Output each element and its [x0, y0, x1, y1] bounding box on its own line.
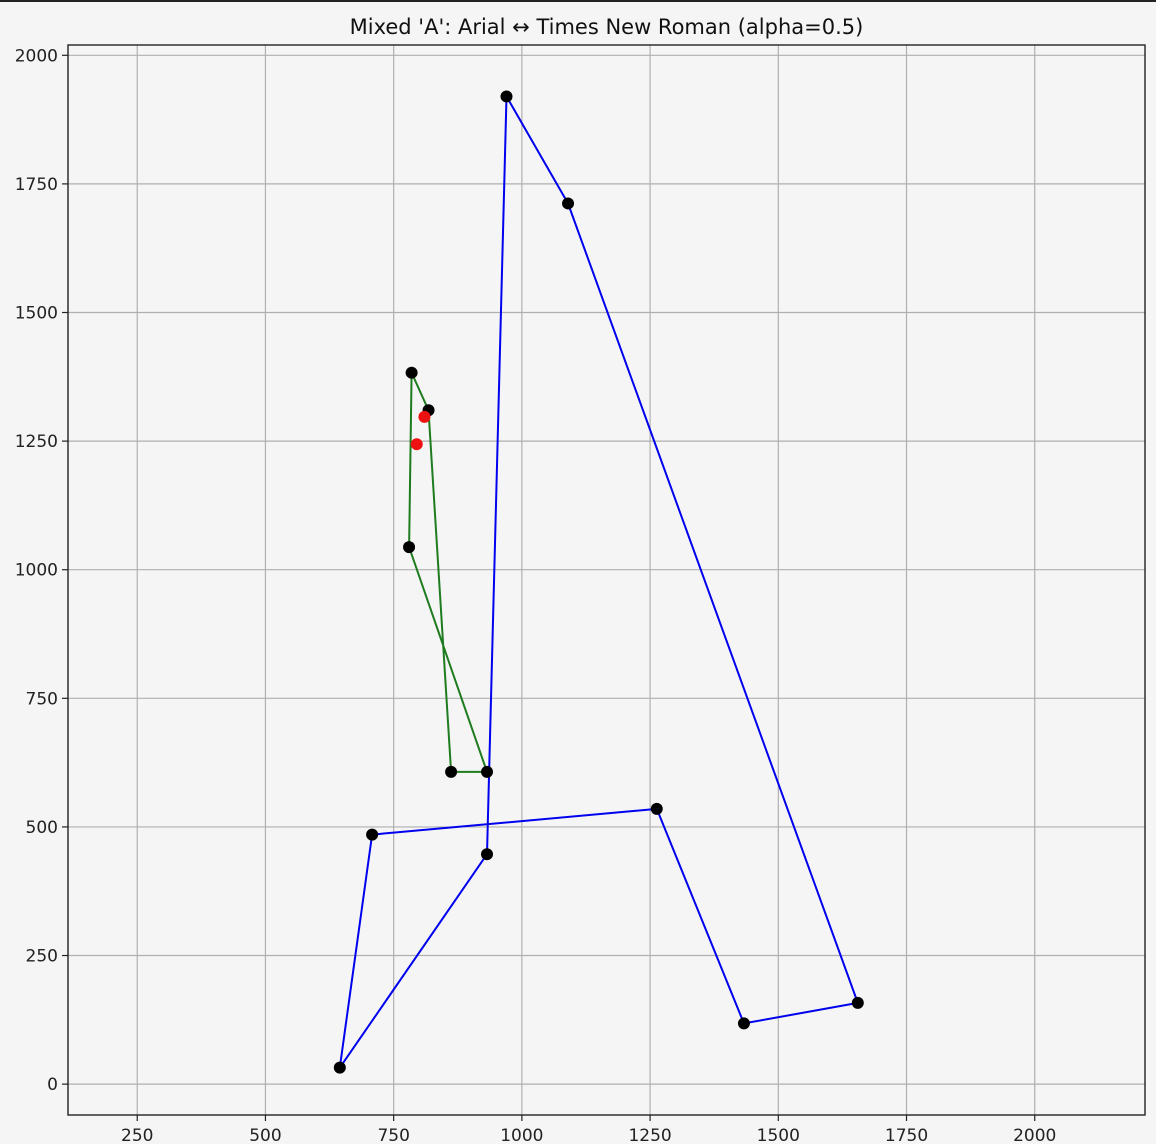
y-tick-label: 1500: [15, 304, 58, 324]
series-1-point: [481, 848, 494, 861]
y-tick-label: 500: [26, 818, 58, 838]
x-tick-label: 500: [249, 1126, 281, 1144]
x-tick-label: 1750: [885, 1126, 928, 1144]
x-tick-label: 1500: [757, 1126, 800, 1144]
plot-area: [68, 45, 1145, 1115]
y-tick-label: 1000: [15, 561, 58, 581]
series-1-point: [650, 802, 663, 815]
red-point: [410, 438, 423, 451]
red-point: [418, 410, 431, 423]
x-tick-label: 750: [377, 1126, 409, 1144]
x-tick-label: 250: [121, 1126, 153, 1144]
series-2-point: [481, 765, 494, 778]
y-tick-label: 2000: [15, 46, 58, 66]
x-tick-label: 1000: [500, 1126, 543, 1144]
window-top-border: [0, 0, 1156, 2]
series-1-point: [562, 197, 575, 210]
y-tick-label: 0: [47, 1075, 58, 1095]
series-line-2: [408, 372, 488, 773]
series-1-point: [500, 90, 513, 103]
series-1-point: [366, 828, 379, 841]
y-tick-label: 750: [26, 689, 58, 709]
x-tick-label: 2000: [1013, 1126, 1056, 1144]
series-2-point: [445, 765, 458, 778]
series-2-point: [405, 366, 418, 379]
series-1-point: [333, 1061, 346, 1074]
plot-frame: [67, 44, 1146, 1116]
series-1-point: [737, 1017, 750, 1030]
x-axis: 250 500 750 1000 1250 1500 1750 2000: [121, 1115, 1056, 1144]
x-tick-label: 1250: [628, 1126, 671, 1144]
y-tick-label: 250: [26, 947, 58, 967]
series-1-point: [851, 996, 864, 1009]
y-tick-label: 1750: [15, 175, 58, 195]
y-axis: 0 250 500 750 1000 1250 1500 1750 2000: [15, 46, 68, 1095]
chart-title: Mixed 'A': Arial ↔ Times New Roman (alph…: [350, 15, 864, 39]
gridlines: [68, 45, 1145, 1115]
y-tick-label: 1250: [15, 432, 58, 452]
markers-layer: [333, 90, 864, 1074]
series-2-point: [403, 541, 416, 554]
